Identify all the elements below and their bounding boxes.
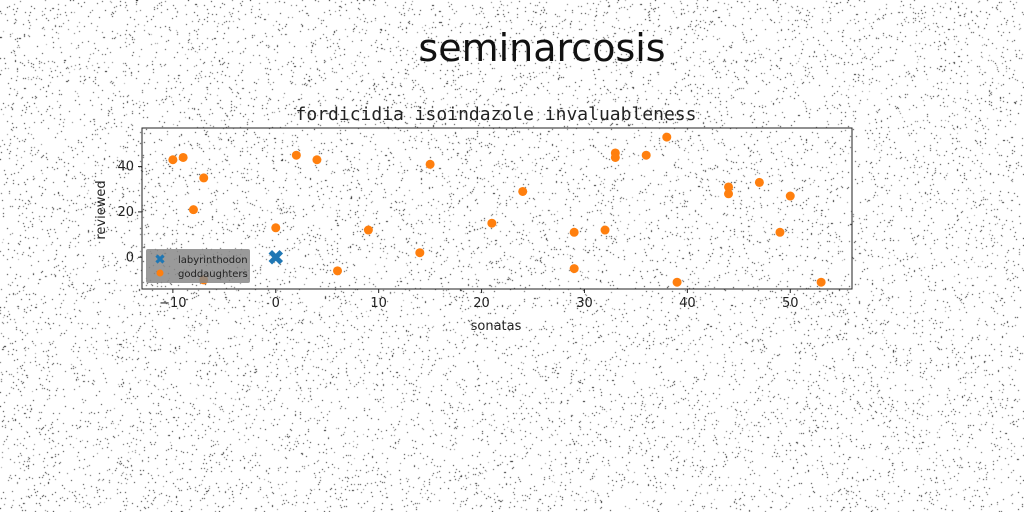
data-point-goddaughters <box>518 186 528 196</box>
x-tick-label: 50 <box>782 296 799 311</box>
data-point-labyrinthodon <box>268 250 284 265</box>
legend-marker-labyrinthodon <box>155 254 165 264</box>
legend: labyrinthodon goddaughters <box>146 249 250 283</box>
legend-label-labyrinthodon: labyrinthodon <box>178 255 248 266</box>
x-axis-ticks: −10 0 10 20 30 40 50 <box>159 289 799 311</box>
y-tick-label: 20 <box>117 205 134 220</box>
x-axis-label: sonatas <box>471 319 522 334</box>
x-tick-label: 20 <box>473 296 490 311</box>
data-point-goddaughters <box>775 227 785 237</box>
data-point-goddaughters <box>425 159 435 169</box>
data-point-goddaughters <box>569 264 579 274</box>
legend-box <box>146 249 250 283</box>
data-point-goddaughters <box>816 277 826 287</box>
x-tick-label: 40 <box>679 296 696 311</box>
data-point-goddaughters <box>487 218 497 228</box>
data-points <box>168 132 826 287</box>
data-point-goddaughters <box>672 277 682 287</box>
chart-title: fordicidia isoindazole invaluableness <box>296 104 697 125</box>
y-tick-label: 40 <box>117 160 134 175</box>
legend-marker-goddaughters <box>156 269 164 277</box>
data-point-goddaughters <box>600 225 610 235</box>
y-axis-label: reviewed <box>94 180 109 239</box>
data-point-goddaughters <box>188 205 198 215</box>
data-point-goddaughters <box>415 248 425 258</box>
x-tick-label: −10 <box>159 296 186 311</box>
data-point-goddaughters <box>363 225 373 235</box>
x-tick-label: 0 <box>272 296 280 311</box>
x-tick-label: 10 <box>370 296 387 311</box>
data-point-goddaughters <box>569 227 579 237</box>
data-point-goddaughters <box>754 177 764 187</box>
data-point-goddaughters <box>291 150 301 160</box>
data-point-goddaughters <box>178 152 188 162</box>
x-tick-label: 30 <box>576 296 593 311</box>
plot-area <box>141 127 853 290</box>
data-point-goddaughters <box>271 223 281 233</box>
data-point-goddaughters <box>724 189 734 199</box>
data-point-goddaughters <box>724 182 734 192</box>
data-point-goddaughters <box>641 150 651 160</box>
data-point-goddaughters <box>785 191 795 201</box>
y-axis-ticks: 0 20 40 <box>117 160 142 265</box>
data-point-goddaughters <box>199 173 209 183</box>
y-tick-label: 0 <box>126 250 134 265</box>
figure-title: seminarcosis <box>418 26 666 70</box>
data-point-goddaughters <box>662 132 672 142</box>
data-point-goddaughters <box>168 155 178 165</box>
data-point-goddaughters <box>333 266 343 276</box>
legend-label-goddaughters: goddaughters <box>178 269 248 280</box>
data-point-goddaughters <box>610 152 620 162</box>
data-point-goddaughters <box>312 155 322 165</box>
